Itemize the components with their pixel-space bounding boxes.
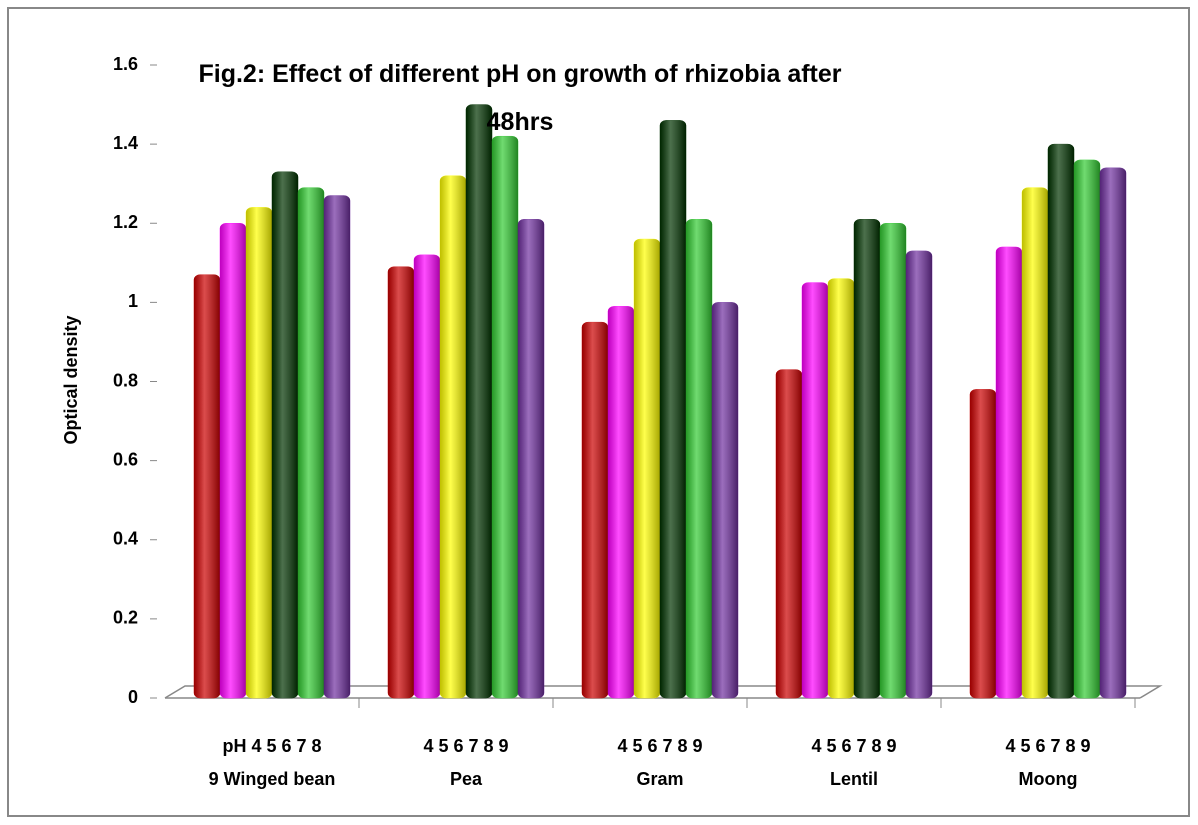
bar-shade [492,136,518,698]
chart-title: Fig.2: Effect of different pH on growth … [198,60,842,136]
bar-shade [828,278,854,698]
bar-shade [582,322,608,698]
bar-shade [272,171,298,699]
x-tick-label: Pea [450,769,483,789]
x-tick-label: 4 5 6 7 8 9 [423,736,508,756]
x-tick-label: 4 5 6 7 8 9 [1005,736,1090,756]
bar-shade [854,219,880,698]
y-tick-label: 0 [128,687,138,707]
bar-shade [518,219,544,698]
y-tick-label: 1.4 [113,133,138,153]
bar-shade [634,239,660,698]
x-tick-label: Moong [1019,769,1078,789]
bar-shade [996,246,1022,699]
x-tick-label: Gram [636,769,683,789]
bar-shade [220,223,246,698]
y-tick-label: 1 [128,291,138,311]
bar-shade [802,282,828,698]
y-tick-label: 0.8 [113,370,138,390]
bar-shade [1022,187,1048,699]
bar-shade [660,120,686,698]
bar-shade [970,389,996,698]
bar-shade [712,302,738,698]
bar-shade [906,250,932,698]
x-tick-label: pH 4 5 6 7 8 [222,736,321,756]
bar-shade [388,266,414,698]
bar-shade [414,254,440,698]
y-tick-label: 1.2 [113,212,138,232]
y-tick-label: 0.4 [113,529,138,549]
x-tick-label: Lentil [830,769,878,789]
x-tick-label: 4 5 6 7 8 9 [617,736,702,756]
bar-shade [440,175,466,698]
bar-shade [466,104,492,698]
y-tick-label: 1.6 [113,54,138,74]
x-tick-label: 4 5 6 7 8 9 [811,736,896,756]
x-tick-label: 9 Winged bean [209,769,336,789]
bar-shade [324,195,350,698]
bar-shade [298,187,324,699]
bar-shade [880,223,906,698]
bar-shade [1100,167,1126,699]
y-tick-label: 0.2 [113,608,138,628]
bar-shade [194,274,220,698]
y-tick-label: 0.6 [113,449,138,469]
bar-shade [776,369,802,698]
bar-shade [686,219,712,698]
bar-shade [1048,144,1074,698]
bar-shade [246,207,272,699]
y-axis-label: Optical density [61,315,81,444]
bar-shade [1074,159,1100,698]
bar-shade [608,306,634,698]
